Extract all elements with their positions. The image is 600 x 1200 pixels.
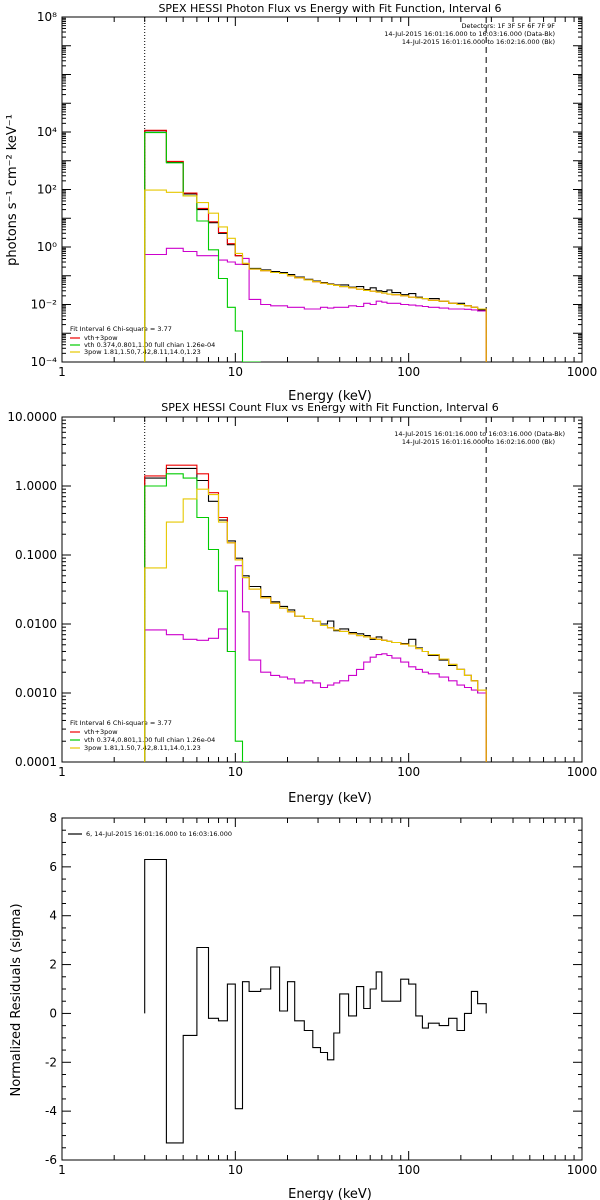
y-tick-label: 1.0000: [15, 479, 57, 493]
series-3pow: [144, 189, 487, 362]
series-3pow: [144, 488, 487, 762]
x-tick-label: 10: [228, 765, 243, 779]
y-tick-label: 10⁻²: [31, 298, 58, 312]
x-tick-label: 1000: [567, 1163, 598, 1177]
y-tick-label: 0.1000: [15, 548, 57, 562]
y-tick-label: 8: [49, 811, 57, 825]
legend-vth-3pow: vth+3pow: [84, 728, 118, 736]
series-vth: [144, 132, 261, 362]
x-axis-label: Energy (keV): [288, 791, 372, 806]
x-tick-label: 1000: [567, 765, 598, 779]
y-tick-label: -2: [45, 1055, 57, 1069]
series-bk: [144, 247, 487, 362]
residuals-chart: Normalized Residuals (sigma) Energy (keV…: [9, 811, 597, 1200]
x-tick-label: 100: [397, 365, 420, 379]
chart-title: SPEX HESSI Photon Flux vs Energy with Fi…: [158, 2, 501, 15]
y-tick-label: 10.0000: [7, 410, 57, 424]
legend-vth: vth 0.374,0.801,1.00 full chian 1.26e-04: [84, 736, 215, 744]
x-tick-label: 1: [58, 765, 66, 779]
legend-vth: vth 0.374,0.801,1.00 full chian 1.26e-04: [84, 341, 215, 349]
y-tick-label: 10²: [37, 183, 57, 197]
chart-title: SPEX HESSI Count Flux vs Energy with Fit…: [161, 401, 498, 414]
series-data-bk: [144, 130, 487, 362]
series-vth: [144, 473, 250, 762]
series-data-bk: [144, 467, 487, 762]
plot-frame: [61, 416, 583, 763]
fit-interval-label: Fit Interval 6 Chi-square = 3.77: [70, 325, 172, 333]
series-vth-3pow: [144, 464, 487, 762]
x-tick-label: 1: [58, 365, 66, 379]
plot-frame: [61, 16, 583, 363]
y-tick-label: 0: [49, 1006, 57, 1020]
y-tick-label: 2: [49, 958, 57, 972]
y-tick-label: 0.0001: [15, 755, 57, 769]
y-tick-label: 6: [49, 860, 57, 874]
y-tick-label: 10⁰: [37, 240, 57, 254]
bk-interval-label: 14-Jul-2015 16:01:16.000 to 16:02:16.000…: [402, 438, 555, 446]
series-bk: [144, 565, 487, 762]
series-6-14-jul-2015-16-01-16-000-to-16-03-16-000: [144, 858, 487, 1144]
detectors-label: Detectors: 1F 3F 5F 6F 7F 9F: [461, 22, 555, 30]
x-tick-label: 100: [397, 765, 420, 779]
y-tick-label: 4: [49, 909, 57, 923]
y-tick-label: 0.0100: [15, 617, 57, 631]
y-tick-label: 10⁻⁴: [31, 355, 58, 369]
fit-interval-label: Fit Interval 6 Chi-square = 3.77: [70, 719, 172, 727]
legend: 6, 14-Jul-2015 16:01:16.000 to 16:03:16.…: [68, 830, 232, 838]
x-axis-label: Energy (keV): [288, 389, 372, 404]
legend-residuals: 6, 14-Jul-2015 16:01:16.000 to 16:03:16.…: [86, 830, 232, 838]
x-tick-label: 10: [228, 1163, 243, 1177]
legend: Fit Interval 6 Chi-square = 3.77 vth+3po…: [70, 719, 215, 752]
legend-vth-3pow: vth+3pow: [84, 334, 118, 342]
legend: Fit Interval 6 Chi-square = 3.77 vth+3po…: [70, 325, 215, 356]
count-flux-chart: SPEX HESSI Count Flux vs Energy with Fit…: [7, 401, 597, 806]
bk-interval-label: 14-Jul-2015 16:01:16.000 to 16:02:16.000…: [402, 38, 555, 46]
plot-frame: [61, 817, 583, 1161]
legend-3pow: 3pow 1.81,1.50,7.42,8.11,14.0,1.23: [84, 348, 201, 356]
y-tick-label: -6: [45, 1153, 57, 1167]
x-tick-label: 10: [228, 365, 243, 379]
data-interval-label: 14-Jul-2015 16:01:16.000 to 16:03:16.000…: [384, 30, 555, 38]
y-tick-label: -4: [45, 1104, 57, 1118]
y-axis-label: Normalized Residuals (sigma): [9, 903, 24, 1096]
series-vth-3pow: [144, 129, 487, 362]
x-axis-label: Energy (keV): [288, 1187, 372, 1200]
y-tick-label: 10⁴: [37, 125, 57, 139]
data-interval-label: 14-Jul-2015 16:01:16.000 to 16:03:16.000…: [394, 430, 565, 438]
x-tick-label: 1000: [567, 365, 598, 379]
legend-3pow: 3pow 1.81,1.50,7.42,8.11,14.0,1.23: [84, 744, 201, 752]
y-tick-label: 0.0010: [15, 686, 57, 700]
photon-flux-chart: SPEX HESSI Photon Flux vs Energy with Fi…: [5, 2, 597, 404]
x-tick-label: 1: [58, 1163, 66, 1177]
y-axis-label: photons s⁻¹ cm⁻² keV⁻¹: [5, 114, 20, 266]
y-tick-label: 10⁸: [37, 10, 57, 24]
x-tick-label: 100: [397, 1163, 420, 1177]
